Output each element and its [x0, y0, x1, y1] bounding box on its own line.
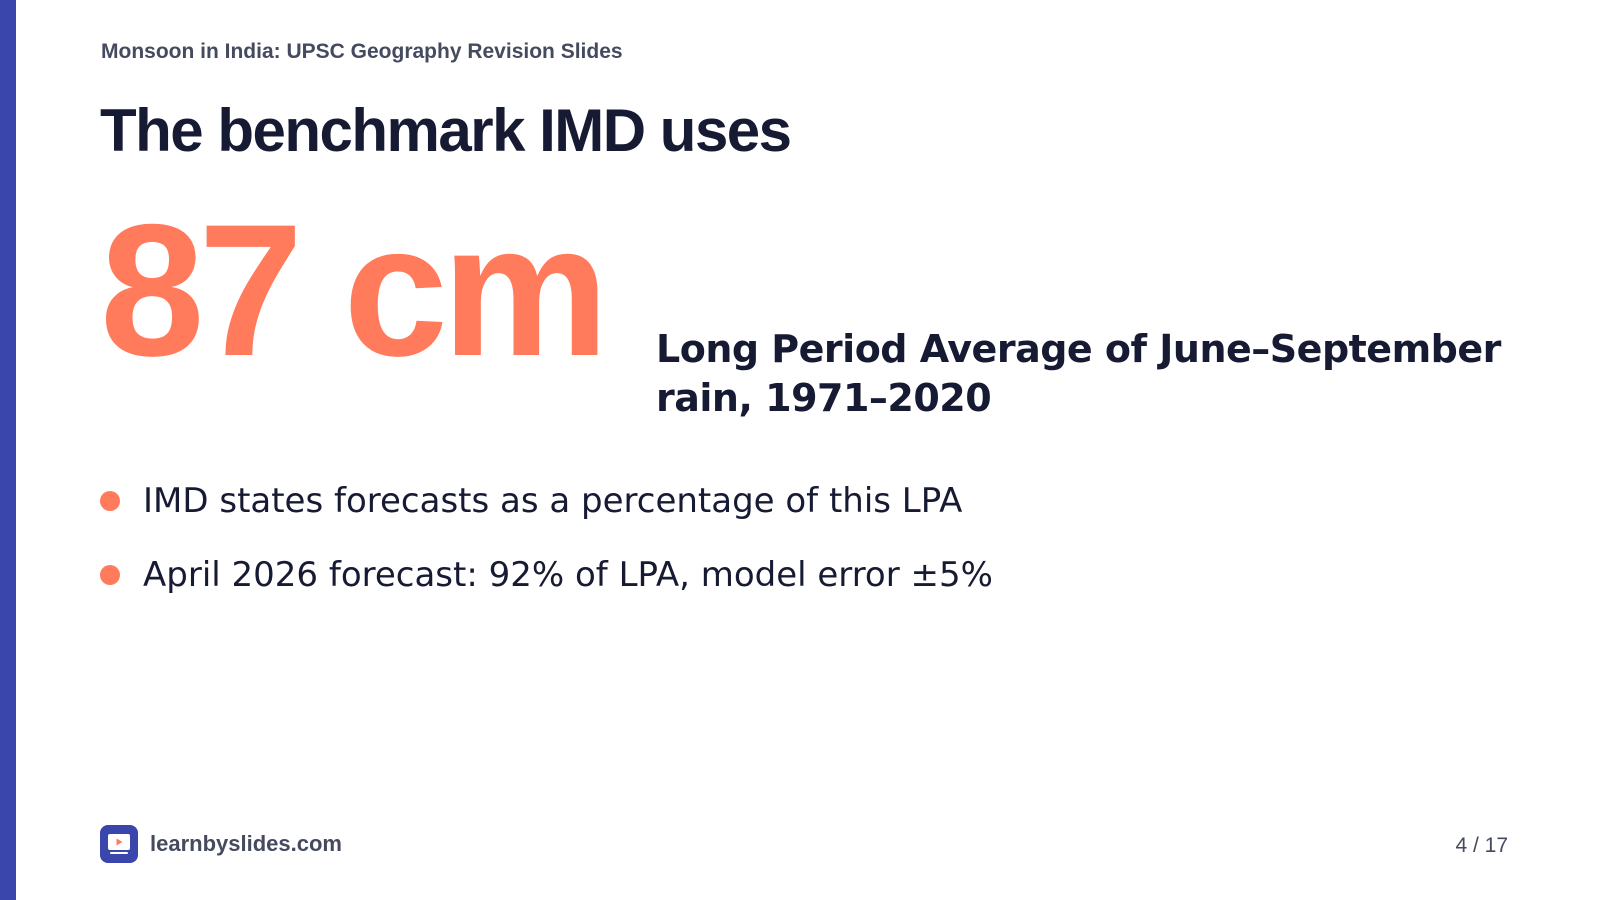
- bullet-item: April 2026 forecast: 92% of LPA, model e…: [100, 538, 993, 612]
- bullet-list: IMD states forecasts as a percentage of …: [100, 464, 993, 612]
- bullet-text: April 2026 forecast: 92% of LPA, model e…: [143, 555, 993, 595]
- stat-value: 87 cm: [100, 185, 609, 395]
- deck-title: Monsoon in India: UPSC Geography Revisio…: [101, 40, 623, 63]
- footer: learnbyslides.com: [100, 825, 342, 863]
- slide-play-icon: [100, 825, 138, 863]
- slide-title: The benchmark IMD uses: [100, 97, 792, 164]
- bullet-item: IMD states forecasts as a percentage of …: [100, 464, 993, 538]
- bullet-dot-icon: [100, 565, 120, 585]
- bullet-text: IMD states forecasts as a percentage of …: [143, 481, 963, 521]
- page-indicator: 4 / 17: [1455, 834, 1508, 857]
- brand-name: learnbyslides.com: [150, 831, 342, 856]
- bullet-dot-icon: [100, 491, 120, 511]
- stat-caption: Long Period Average of June–September ra…: [656, 327, 1501, 420]
- accent-bar: [0, 0, 16, 900]
